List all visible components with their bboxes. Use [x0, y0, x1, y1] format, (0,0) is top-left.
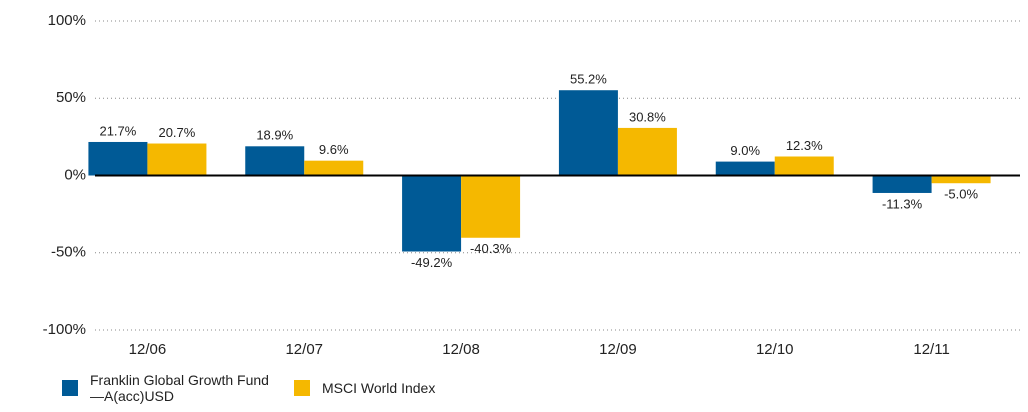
- bar: [558, 90, 618, 176]
- bar: [872, 175, 932, 193]
- bar: [931, 175, 991, 184]
- bar: [304, 160, 364, 176]
- legend-label: Franklin Global Growth Fund—A(acc)USD: [90, 372, 269, 404]
- data-label: 12.3%: [786, 138, 823, 153]
- y-tick-label: 100%: [48, 12, 86, 29]
- x-tick-label: 12/06: [129, 341, 167, 358]
- y-tick-label: 0%: [64, 166, 86, 183]
- data-label: 18.9%: [256, 128, 293, 143]
- x-tick-label: 12/11: [913, 341, 949, 358]
- legend-label: MSCI World Index: [322, 380, 436, 396]
- bar: [461, 175, 521, 238]
- legend-item: MSCI World Index: [294, 372, 435, 396]
- data-label: 20.7%: [158, 125, 195, 140]
- data-label: -5.0%: [944, 187, 978, 202]
- bar: [245, 146, 305, 176]
- bar: [617, 127, 677, 176]
- y-tick-label: -50%: [51, 244, 86, 261]
- legend-item: Franklin Global Growth Fund—A(acc)USD: [62, 372, 282, 404]
- legend-swatch: [62, 380, 78, 396]
- data-label: 55.2%: [570, 72, 607, 87]
- data-label: 9.0%: [730, 143, 760, 158]
- data-label: 30.8%: [629, 109, 666, 124]
- data-label: 21.7%: [99, 123, 136, 138]
- x-tick-label: 12/10: [756, 341, 794, 358]
- bar: [715, 161, 775, 176]
- bar: [88, 141, 148, 176]
- x-tick-label: 12/09: [599, 341, 637, 358]
- y-tick-label: -100%: [43, 321, 86, 338]
- legend-swatch: [294, 380, 310, 396]
- data-label: -40.3%: [470, 241, 512, 256]
- bar: [402, 175, 462, 252]
- bar: [147, 143, 207, 176]
- data-label: -11.3%: [882, 196, 923, 211]
- y-tick-label: 50%: [56, 89, 86, 106]
- x-tick-label: 12/08: [442, 341, 480, 358]
- data-label: -49.2%: [411, 255, 453, 270]
- x-tick-label: 12/07: [285, 341, 323, 358]
- data-label: 9.6%: [319, 142, 349, 157]
- bar: [774, 156, 834, 176]
- chart: 100% 50% 0% -50% -100% 21.7% 20.7% 12/06 18.9% 9.…: [43, 12, 1020, 358]
